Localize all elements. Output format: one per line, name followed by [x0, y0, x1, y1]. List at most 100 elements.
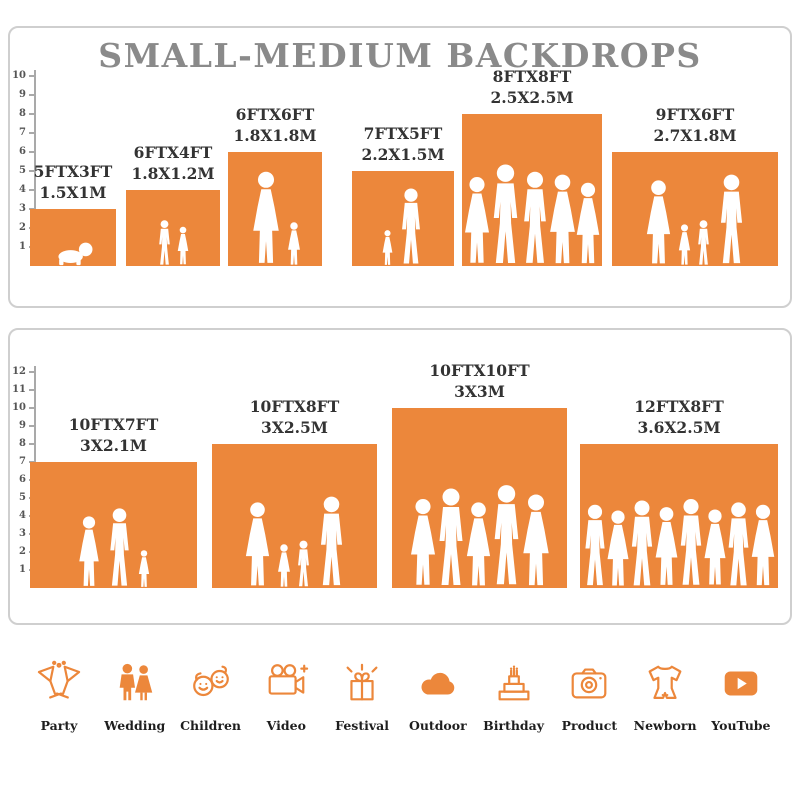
ruler-tick: 9 [19, 89, 36, 100]
size-ft-label: 6FTX4FT [133, 143, 213, 163]
category-product: Product [556, 660, 622, 733]
person-silhouette [315, 496, 348, 588]
page-title: SMALL-MEDIUM BACKDROPS [98, 36, 702, 75]
newborn-icon [648, 665, 682, 699]
ruler-tick: 10 [12, 70, 36, 81]
ruler-tick: 10 [12, 402, 36, 413]
size-m-label: 3.6X2.5M [637, 418, 721, 438]
category-youtube: YouTube [708, 660, 774, 733]
category-children: Children [178, 660, 244, 733]
wedding-icon [119, 663, 153, 701]
ruler-tick: 11 [12, 384, 36, 395]
backdrop-bar-12x8: 12FTX8FT 3.6X2.5M [580, 397, 778, 588]
person-silhouette [156, 220, 173, 266]
size-m-label: 1.5X1M [39, 183, 107, 203]
ruler-tick: 12 [12, 366, 36, 377]
person-silhouette [397, 188, 425, 266]
person-silhouette [643, 180, 674, 266]
category-label: Product [561, 718, 618, 733]
category-row: Party Wedding [0, 660, 800, 733]
backdrop-size-label: 10FTX10FT 3X3M [429, 361, 529, 403]
person-silhouette [748, 504, 778, 588]
category-festival: Festival [329, 660, 395, 733]
top-panel: SMALL-MEDIUM BACKDROPS 1 2 3 4 5 6 7 8 9… [8, 26, 792, 308]
backdrop-bar-8x8: 8FTX8FT 2.5X2.5M [462, 67, 603, 266]
person-silhouette [276, 544, 292, 588]
backdrop-size-label: 6FTX4FT 1.8X1.2M [131, 143, 214, 185]
category-label: Festival [335, 718, 389, 733]
size-m-label: 3X2.1M [80, 436, 147, 456]
size-m-label: 2.7X1.8M [653, 126, 737, 146]
size-m-label: 3X2.5M [261, 418, 328, 438]
backdrop-bar-10x8: 10FTX8FT 3X2.5M [212, 397, 377, 588]
outdoor-icon [421, 672, 455, 695]
category-video: Video [253, 660, 319, 733]
category-label: Newborn [633, 718, 697, 733]
category-label: Birthday [483, 718, 545, 733]
ruler-tick: 6 [19, 146, 36, 157]
size-ft-label: 9FTX6FT [655, 105, 735, 125]
person-silhouette [573, 182, 603, 266]
backdrop-size-label: 10FTX7FT 3X2.1M [69, 415, 158, 457]
backdrop-bar-7x5: 7FTX5FT 2.2X1.5M [352, 124, 454, 266]
backdrop-bar-5x3: 5FTX3FT 1.5X1M [30, 162, 116, 266]
size-m-label: 1.8X1.8M [233, 126, 317, 146]
party-icon [37, 660, 81, 699]
size-m-label: 1.8X1.2M [131, 164, 215, 184]
backdrop-bar-10x7: 10FTX7FT 3X2.1M [30, 415, 197, 588]
person-silhouette [519, 494, 553, 588]
category-label: YouTube [711, 718, 771, 733]
category-newborn: Newborn [632, 660, 698, 733]
backdrop-size-label: 7FTX5FT 2.2X1.5M [361, 124, 444, 166]
size-ft-label: 10FTX7FT [68, 415, 159, 435]
size-ft-label: 8FTX8FT [492, 67, 572, 87]
person-silhouette [76, 516, 102, 588]
person-silhouette [242, 502, 273, 588]
ruler-tick: 8 [19, 438, 36, 449]
size-m-label: 2.5X2.5M [490, 88, 574, 108]
ruler-line [34, 70, 36, 266]
person-silhouette [677, 224, 692, 266]
person-silhouette [295, 540, 312, 588]
size-ft-label: 10FTX8FT [249, 397, 340, 417]
ruler-tick: 5 [19, 165, 36, 176]
ruler-tick: 7 [19, 127, 36, 138]
category-label: Outdoor [408, 718, 467, 733]
category-birthday: Birthday [481, 660, 547, 733]
backdrop-size-label: 9FTX6FT 2.7X1.8M [653, 105, 736, 147]
size-ft-label: 10FTX10FT [429, 361, 530, 381]
backdrop-size-label: 10FTX8FT 3X2.5M [250, 397, 339, 439]
children-icon [192, 665, 229, 697]
category-label: Wedding [104, 718, 166, 733]
person-silhouette [176, 226, 190, 266]
backdrop-bar-6x6: 6FTX6FT 1.8X1.8M [228, 105, 322, 266]
person-silhouette [715, 174, 748, 266]
youtube-icon [724, 671, 758, 696]
person-silhouette [105, 508, 134, 588]
person-silhouette [695, 220, 712, 266]
category-wedding: Wedding [102, 660, 168, 733]
category-label: Video [266, 718, 306, 733]
category-party: Party [26, 660, 92, 733]
person-silhouette [137, 550, 151, 588]
backdrop-bar-10x10: 10FTX10FT 3X3M [392, 361, 567, 588]
backdrop-bar-9x6: 9FTX6FT 2.7X1.8M [612, 105, 778, 266]
size-m-label: 2.2X1.5M [361, 145, 445, 165]
person-silhouette [249, 171, 283, 266]
size-ft-label: 6FTX6FT [235, 105, 315, 125]
product-icon [571, 668, 607, 699]
ruler-tick: 9 [19, 420, 36, 431]
backdrop-size-label: 6FTX6FT 1.8X1.8M [233, 105, 316, 147]
ruler-tick: 8 [19, 108, 36, 119]
size-ft-label: 12FTX8FT [634, 397, 724, 417]
person-silhouette [286, 222, 302, 266]
size-m-label: 3X3M [454, 382, 505, 402]
backdrop-size-label: 8FTX8FT 2.5X2.5M [490, 67, 573, 109]
category-outdoor: Outdoor [405, 660, 471, 733]
backdrop-size-label: 12FTX8FT 3.6X2.5M [634, 397, 723, 439]
person-silhouette [381, 230, 394, 266]
ruler-tick: 4 [19, 184, 36, 195]
size-ruler-top: 1 2 3 4 5 6 7 8 9 10 [12, 70, 36, 266]
video-icon [268, 664, 309, 695]
